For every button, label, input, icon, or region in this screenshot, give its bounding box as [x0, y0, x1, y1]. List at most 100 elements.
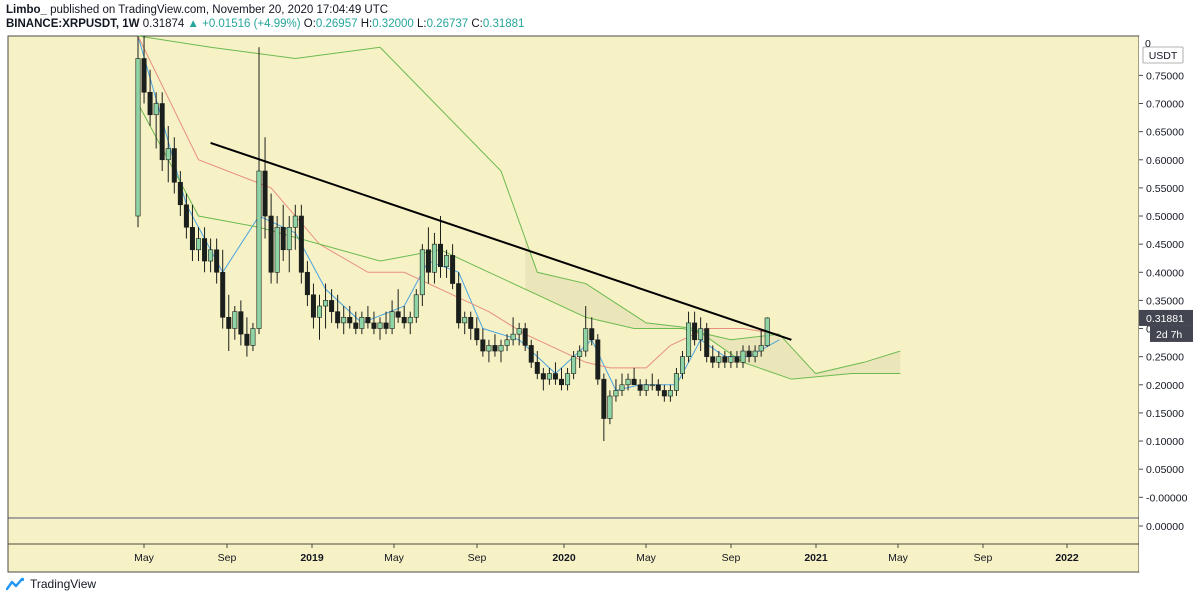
candle[interactable] — [546, 367, 552, 385]
candle[interactable] — [262, 137, 268, 239]
candle[interactable] — [292, 204, 298, 250]
candle[interactable] — [571, 351, 577, 380]
candle[interactable] — [510, 317, 516, 346]
candle[interactable] — [722, 351, 728, 368]
candle[interactable] — [746, 345, 752, 363]
candle[interactable] — [613, 379, 619, 402]
candle[interactable] — [353, 311, 359, 335]
candle[interactable] — [583, 306, 589, 357]
candle[interactable] — [486, 339, 492, 363]
candle[interactable] — [268, 193, 274, 284]
candle[interactable] — [147, 69, 153, 127]
candle[interactable] — [413, 289, 419, 323]
candle[interactable] — [462, 311, 468, 335]
candle[interactable] — [704, 322, 710, 363]
candle[interactable] — [389, 300, 395, 335]
candle[interactable] — [540, 367, 546, 391]
candle[interactable] — [534, 351, 540, 380]
candle[interactable] — [232, 306, 238, 340]
candle[interactable] — [425, 227, 431, 284]
candle[interactable] — [383, 311, 389, 335]
candle[interactable] — [365, 306, 371, 329]
candle[interactable] — [238, 300, 244, 346]
candle[interactable] — [468, 311, 474, 340]
candle[interactable] — [298, 204, 304, 284]
candle[interactable] — [274, 216, 280, 284]
candle[interactable] — [135, 36, 141, 228]
candle[interactable] — [595, 334, 601, 385]
candle[interactable] — [480, 328, 486, 357]
candle[interactable] — [474, 317, 480, 346]
candle[interactable] — [661, 384, 667, 402]
candle[interactable] — [310, 283, 316, 329]
candle[interactable] — [498, 339, 504, 363]
candle[interactable] — [250, 322, 256, 352]
candle[interactable] — [431, 232, 437, 284]
candle[interactable] — [323, 283, 329, 329]
candle[interactable] — [673, 367, 679, 397]
candle[interactable] — [456, 272, 462, 329]
candle[interactable] — [214, 238, 220, 284]
trendline-layer[interactable] — [210, 141, 792, 341]
candle[interactable] — [589, 317, 595, 346]
last-price-badge[interactable] — [1139, 309, 1193, 326]
candle[interactable] — [244, 317, 250, 357]
candle[interactable] — [316, 294, 322, 340]
candle[interactable] — [601, 373, 607, 442]
candle[interactable] — [202, 227, 208, 273]
candle[interactable] — [734, 351, 740, 368]
candle[interactable] — [679, 351, 685, 380]
candle[interactable] — [758, 328, 764, 357]
candle[interactable] — [208, 238, 214, 273]
candle[interactable] — [710, 345, 716, 368]
candle[interactable] — [492, 334, 498, 357]
candle[interactable] — [740, 345, 746, 368]
candle[interactable] — [395, 289, 401, 323]
symbol-title[interactable]: BINANCE:XRPUSDT, 1W — [6, 18, 140, 30]
candle[interactable] — [359, 311, 365, 335]
time-axis[interactable]: May Sep 2019 May Sep 2020 May Sep 2021 May Sep 2022 — [134, 544, 1079, 564]
candle[interactable] — [335, 294, 341, 329]
candle[interactable] — [183, 193, 189, 239]
candle[interactable] — [522, 322, 528, 352]
candle[interactable] — [220, 249, 226, 329]
candle[interactable] — [565, 367, 571, 391]
candle[interactable] — [619, 373, 625, 397]
candle[interactable] — [692, 311, 698, 346]
candle[interactable] — [752, 345, 758, 363]
candle[interactable] — [280, 204, 286, 262]
candle[interactable] — [450, 244, 456, 290]
candle[interactable] — [528, 339, 534, 368]
candle[interactable] — [625, 373, 631, 391]
candle[interactable] — [558, 367, 564, 391]
candle[interactable] — [649, 373, 655, 391]
candle[interactable] — [631, 367, 637, 386]
footer-brand[interactable]: TradingView — [6, 575, 96, 593]
candle[interactable] — [141, 36, 147, 104]
candle[interactable] — [667, 384, 673, 402]
candle[interactable] — [655, 379, 661, 397]
candle[interactable] — [159, 92, 165, 172]
candle[interactable] — [226, 294, 232, 352]
author-name[interactable]: Limbo_ — [6, 4, 47, 16]
candle[interactable] — [189, 204, 195, 262]
candle[interactable] — [698, 317, 704, 352]
candle[interactable] — [637, 379, 643, 397]
candle[interactable] — [686, 311, 692, 363]
span-b-line[interactable] — [137, 35, 901, 380]
candle[interactable] — [607, 390, 613, 425]
candle[interactable] — [256, 47, 262, 335]
candle[interactable] — [437, 216, 443, 278]
candle[interactable] — [716, 351, 722, 368]
candle[interactable] — [419, 244, 425, 307]
candle[interactable] — [165, 126, 171, 183]
candle[interactable] — [153, 92, 159, 149]
currency-badge[interactable] — [1142, 46, 1184, 64]
trendline[interactable] — [210, 141, 792, 341]
candle[interactable] — [577, 345, 583, 368]
candle[interactable] — [407, 311, 413, 335]
candle[interactable] — [196, 227, 202, 262]
candle[interactable] — [643, 379, 649, 397]
candle[interactable] — [401, 306, 407, 329]
